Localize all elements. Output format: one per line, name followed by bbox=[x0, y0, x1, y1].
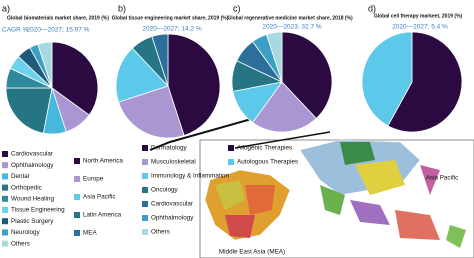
legend-swatch bbox=[2, 229, 8, 236]
pie-slice bbox=[387, 31, 463, 133]
pie-slice bbox=[281, 31, 333, 120]
legend-label: Others bbox=[11, 240, 30, 247]
pie-slice bbox=[118, 85, 185, 139]
legend-label: Allogenic Therapies bbox=[237, 145, 292, 152]
panel-label: a) bbox=[2, 3, 10, 13]
legend-swatch bbox=[228, 159, 234, 165]
map-label: Middle East Asia (MEA) bbox=[219, 249, 285, 256]
legend-label: Dermatology bbox=[151, 145, 188, 152]
legend-label: Ophthalmology bbox=[11, 162, 54, 169]
legend-label: Others bbox=[151, 229, 170, 236]
legend-label: Tissue Engineering bbox=[11, 207, 65, 214]
legend-label: Cardiovascular bbox=[11, 151, 53, 158]
map: Asia Pacific Middle East Asia (MEA) bbox=[199, 139, 474, 258]
pie-slice bbox=[361, 31, 413, 127]
panel-label: c) bbox=[233, 3, 241, 13]
legend-label: Autologous Therapies bbox=[237, 159, 298, 166]
pie-slice bbox=[115, 47, 169, 103]
legend-swatch bbox=[142, 215, 148, 221]
legend-swatch bbox=[74, 230, 80, 236]
legend-label: Dental bbox=[11, 173, 29, 180]
cagr-label: CAGR % bbox=[2, 27, 29, 34]
pie-slice bbox=[167, 33, 221, 136]
legend-swatch bbox=[142, 159, 148, 165]
pie-slice bbox=[37, 41, 53, 89]
legend-label: North America bbox=[83, 158, 123, 165]
legend-swatch bbox=[2, 218, 8, 225]
panel-label: d) bbox=[368, 3, 376, 13]
legend-label: Europe bbox=[83, 176, 104, 183]
pie-slice bbox=[5, 87, 53, 134]
legend-label: Orthopedic bbox=[11, 184, 42, 191]
legend-swatch bbox=[74, 212, 80, 218]
legend-swatch bbox=[2, 173, 8, 180]
legend-swatch bbox=[142, 145, 148, 151]
legend-label: Oncology bbox=[151, 187, 178, 194]
legend-label: Ophthalmology bbox=[151, 215, 194, 222]
chart-title: Global cell therapy markeet, 2019 (%) bbox=[374, 13, 463, 19]
chart-title: Global tissue engineering market share, … bbox=[112, 15, 229, 21]
legend-label: Immunology & Inflammation bbox=[151, 173, 230, 180]
legend-label: Neurology bbox=[11, 229, 41, 236]
legend-swatch bbox=[142, 201, 148, 207]
legend-label: Asia Pacific bbox=[83, 194, 116, 201]
legend-swatch bbox=[2, 195, 8, 202]
chart-subtitle: 2020—2023; 32.7 % bbox=[262, 24, 321, 31]
panel-label: b) bbox=[118, 3, 126, 13]
chart-title: Global biomaterials market share, 2019 (… bbox=[7, 15, 109, 21]
legend-swatch bbox=[2, 240, 8, 247]
legend-swatch bbox=[228, 145, 234, 151]
legend-label: Cardiovascular bbox=[151, 201, 193, 208]
pie-slice bbox=[51, 41, 99, 116]
legend-swatch bbox=[74, 176, 80, 182]
chart-title: Global regenerative medicine market shar… bbox=[227, 15, 353, 21]
legend-swatch bbox=[2, 184, 8, 191]
chart-subtitle: 2020—2027; 14.2 % bbox=[142, 26, 201, 33]
legend-swatch bbox=[2, 162, 8, 169]
map-label: Asia Pacific bbox=[426, 175, 459, 182]
chart-subtitle: 2020—2027; 5.4 % bbox=[392, 24, 448, 31]
pie-slice bbox=[151, 33, 169, 87]
legend-label: MEA bbox=[83, 230, 97, 237]
legend-swatch bbox=[2, 151, 8, 157]
legend-label: Musculoskeletal bbox=[151, 159, 196, 166]
legend-label: Latin America bbox=[83, 212, 122, 219]
legend-swatch bbox=[142, 173, 148, 179]
legend-swatch bbox=[2, 207, 8, 213]
legend-swatch bbox=[142, 229, 148, 235]
chart-subtitle: 2020—2027; 15.97 % bbox=[27, 27, 90, 34]
pie-slice bbox=[266, 31, 283, 83]
legend-swatch bbox=[74, 194, 80, 200]
legend-swatch bbox=[142, 187, 148, 193]
legend-swatch bbox=[74, 158, 80, 164]
legend-label: Plastic Surgery bbox=[11, 218, 54, 225]
pie-slice bbox=[252, 81, 317, 133]
legend-label: Wound Healing bbox=[11, 195, 54, 202]
